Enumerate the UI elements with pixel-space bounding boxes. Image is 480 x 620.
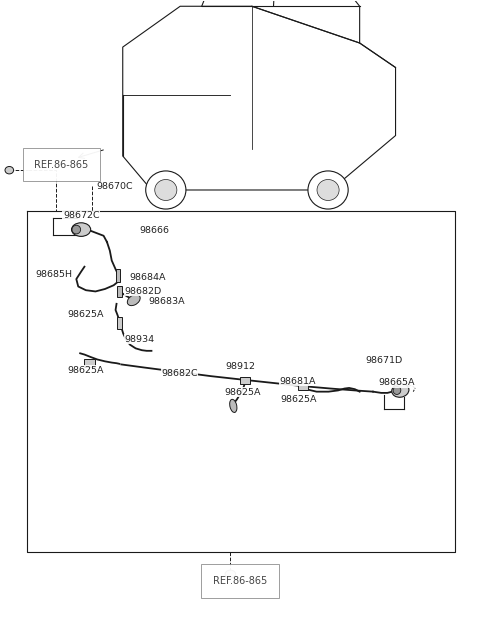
Text: 98684A: 98684A — [129, 273, 166, 281]
Ellipse shape — [72, 223, 91, 236]
Text: 98670C: 98670C — [96, 182, 133, 191]
Ellipse shape — [146, 171, 186, 209]
Text: 98682C: 98682C — [161, 369, 198, 378]
Text: REF.86-865: REF.86-865 — [34, 159, 88, 170]
Text: 98625A: 98625A — [68, 366, 104, 374]
Ellipse shape — [155, 180, 177, 200]
Ellipse shape — [229, 399, 237, 412]
Bar — [117, 286, 122, 297]
Ellipse shape — [127, 294, 140, 306]
Text: 98683A: 98683A — [148, 298, 185, 306]
Text: REF.86-865: REF.86-865 — [213, 576, 267, 586]
Polygon shape — [123, 6, 396, 190]
Ellipse shape — [393, 386, 401, 394]
Ellipse shape — [5, 167, 13, 174]
Text: 98672C: 98672C — [63, 211, 99, 221]
Bar — [84, 360, 95, 367]
Bar — [240, 377, 250, 384]
Text: 98625A: 98625A — [281, 394, 317, 404]
Text: 98934: 98934 — [124, 335, 154, 343]
Bar — [116, 268, 120, 282]
Text: 98625A: 98625A — [225, 388, 261, 397]
Bar — [298, 383, 309, 391]
Ellipse shape — [72, 225, 81, 234]
Text: 98666: 98666 — [140, 226, 169, 236]
Ellipse shape — [392, 384, 409, 397]
Text: 98685H: 98685H — [35, 270, 72, 278]
Text: 98625A: 98625A — [68, 311, 104, 319]
Bar — [118, 317, 122, 329]
Text: 98912: 98912 — [226, 363, 256, 371]
Ellipse shape — [225, 570, 236, 578]
Text: 98665A: 98665A — [379, 378, 415, 388]
Text: 98671D: 98671D — [365, 356, 403, 365]
Ellipse shape — [308, 171, 348, 209]
Text: 98682D: 98682D — [124, 287, 161, 296]
Text: 98681A: 98681A — [279, 376, 316, 386]
Ellipse shape — [317, 180, 339, 200]
